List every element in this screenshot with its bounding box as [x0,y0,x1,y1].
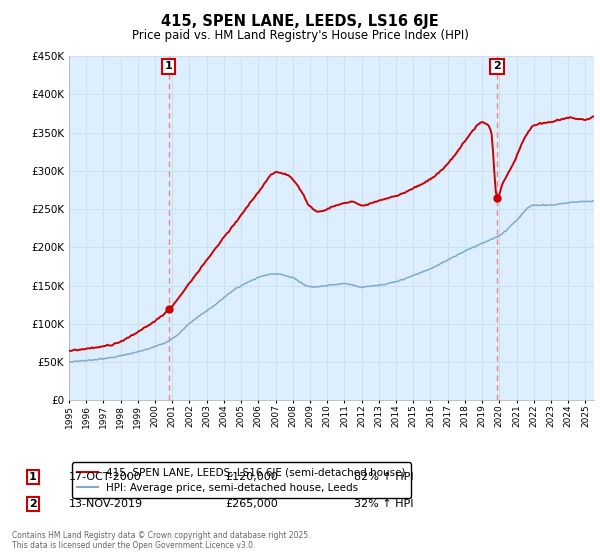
Text: 32% ↑ HPI: 32% ↑ HPI [354,499,413,509]
Text: Price paid vs. HM Land Registry's House Price Index (HPI): Price paid vs. HM Land Registry's House … [131,29,469,42]
Legend: 415, SPEN LANE, LEEDS, LS16 6JE (semi-detached house), HPI: Average price, semi-: 415, SPEN LANE, LEEDS, LS16 6JE (semi-de… [71,463,410,498]
Text: 2: 2 [493,62,501,71]
Text: £120,000: £120,000 [225,472,278,482]
Text: 82% ↑ HPI: 82% ↑ HPI [354,472,413,482]
Text: 1: 1 [165,62,173,71]
Text: 13-NOV-2019: 13-NOV-2019 [69,499,143,509]
Text: Contains HM Land Registry data © Crown copyright and database right 2025.
This d: Contains HM Land Registry data © Crown c… [12,530,311,550]
Text: 2: 2 [29,499,37,509]
Text: 17-OCT-2000: 17-OCT-2000 [69,472,142,482]
Text: £265,000: £265,000 [225,499,278,509]
Text: 1: 1 [29,472,37,482]
Text: 415, SPEN LANE, LEEDS, LS16 6JE: 415, SPEN LANE, LEEDS, LS16 6JE [161,14,439,29]
